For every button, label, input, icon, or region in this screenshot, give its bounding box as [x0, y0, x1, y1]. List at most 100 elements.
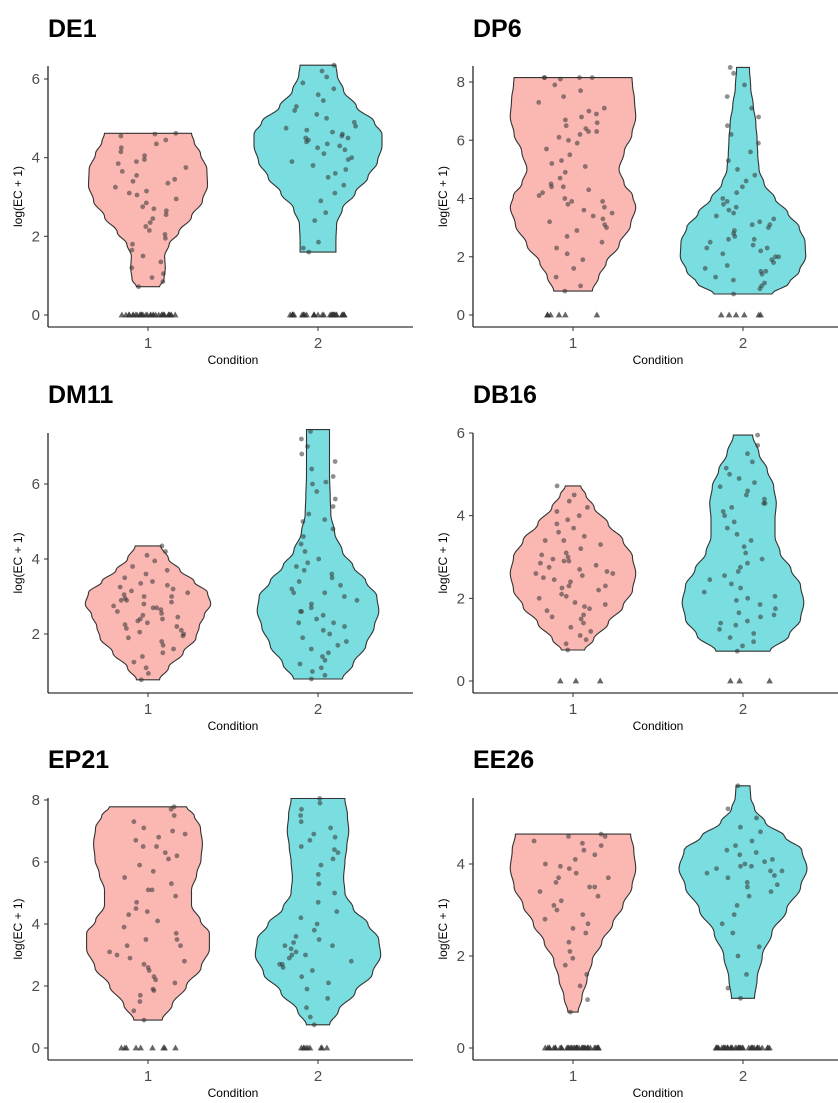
zero-marker [720, 1044, 728, 1051]
data-point [592, 852, 598, 858]
data-point [299, 436, 304, 442]
data-point [719, 921, 725, 927]
data-point [579, 114, 584, 120]
data-point [741, 544, 747, 550]
data-point [141, 601, 147, 607]
data-point [731, 912, 737, 917]
data-point [330, 129, 335, 135]
data-point [332, 459, 338, 464]
data-point [707, 239, 713, 245]
data-point [354, 597, 360, 603]
data-point [119, 169, 125, 174]
data-point [126, 912, 132, 918]
data-point [331, 62, 337, 68]
data-point [173, 930, 179, 936]
data-point [169, 599, 174, 605]
data-point [531, 838, 537, 844]
zero-marker [301, 311, 308, 318]
data-point [159, 543, 165, 549]
zero-marker [304, 1044, 312, 1051]
data-point [171, 813, 177, 818]
data-point [150, 216, 156, 222]
data-point [580, 840, 585, 846]
data-point [334, 909, 340, 914]
data-point [551, 577, 557, 583]
data-point [291, 940, 296, 945]
data-point [566, 939, 572, 945]
x-tick-label: 2 [314, 701, 322, 718]
data-point [713, 274, 718, 280]
data-point [714, 866, 719, 871]
data-point [153, 977, 159, 983]
data-point [331, 620, 336, 626]
data-point [725, 875, 731, 881]
data-point [565, 554, 571, 560]
x-tick-label: 1 [569, 701, 577, 718]
data-point [154, 141, 159, 147]
data-point [600, 216, 606, 222]
data-point [171, 646, 176, 652]
data-point [107, 949, 112, 955]
data-point [767, 222, 773, 228]
data-point [589, 75, 595, 80]
data-point [145, 887, 151, 893]
zero-marker [741, 311, 748, 318]
data-point [306, 249, 312, 255]
data-point [144, 552, 150, 558]
data-point [726, 207, 732, 213]
data-point [742, 861, 748, 867]
data-point [772, 873, 777, 878]
data-point [158, 607, 164, 612]
data-point [609, 210, 615, 216]
data-point [567, 152, 573, 158]
data-point [600, 199, 605, 204]
data-point [724, 199, 730, 204]
data-point [561, 558, 567, 564]
data-point [580, 912, 586, 917]
zero-marker [573, 1044, 581, 1051]
y-axis-label: log(EC + 1) [436, 532, 450, 593]
data-point [588, 629, 594, 634]
data-point [566, 583, 572, 589]
data-point [758, 829, 763, 835]
data-point [757, 602, 763, 607]
data-point [118, 133, 124, 139]
data-point [567, 949, 573, 954]
data-point [344, 639, 349, 644]
data-point [137, 999, 143, 1004]
data-point [345, 157, 351, 163]
data-point [298, 813, 303, 818]
data-point [540, 190, 545, 196]
data-point [724, 525, 730, 531]
data-point [330, 856, 336, 862]
y-axis-label: log(EC + 1) [11, 898, 25, 959]
data-point [133, 837, 139, 843]
violin-condition-1 [509, 485, 637, 651]
data-point [160, 650, 166, 656]
data-point [302, 549, 308, 554]
data-point [121, 592, 127, 597]
data-point [566, 137, 571, 143]
data-point [175, 614, 181, 620]
data-point [298, 819, 304, 825]
data-point [552, 82, 558, 88]
data-point [340, 131, 345, 137]
data-point [118, 145, 124, 151]
data-point [751, 236, 757, 242]
data-point [169, 594, 175, 599]
zero-marker [728, 1044, 736, 1051]
violin-condition-2 [678, 785, 808, 999]
data-point [159, 611, 165, 616]
data-point [141, 825, 147, 831]
data-point [724, 847, 730, 853]
panel-title: DE1 [48, 15, 97, 43]
data-point [298, 915, 304, 921]
data-point [325, 996, 331, 1001]
data-point [702, 266, 708, 271]
data-point [320, 612, 326, 618]
data-point [137, 862, 143, 868]
data-point [328, 825, 333, 831]
data-point [169, 881, 174, 887]
data-point [779, 868, 785, 874]
